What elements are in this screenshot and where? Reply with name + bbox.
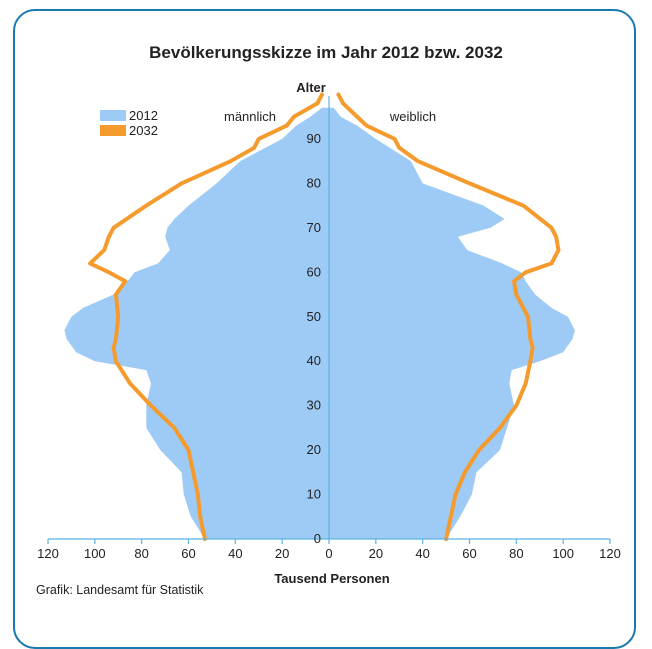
y-tick-label: 30: [307, 398, 321, 413]
y-tick-label: 80: [307, 175, 321, 190]
x-tick-label: 20: [275, 546, 289, 561]
population-pyramid-chart: Bevölkerungsskizze im Jahr 2012 bzw. 203…: [36, 43, 621, 597]
female-label: weiblich: [389, 109, 436, 124]
y-tick-label: 90: [307, 131, 321, 146]
y-tick-label: 50: [307, 309, 321, 324]
y-tick-label: 0: [314, 531, 321, 546]
y-axis-label: Alter: [296, 80, 326, 95]
series-2032-female-line: [336, 92, 561, 541]
x-axis-label: Tausend Personen: [274, 571, 389, 586]
x-tick-label: 40: [228, 546, 242, 561]
y-tick-label: 20: [307, 442, 321, 457]
x-tick-label: 0: [325, 546, 332, 561]
x-tick-label: 100: [84, 546, 106, 561]
x-tick-label: 80: [509, 546, 523, 561]
x-tick-label: 120: [599, 546, 621, 561]
chart-title: Bevölkerungsskizze im Jahr 2012 bzw. 203…: [149, 43, 503, 62]
male-label: männlich: [224, 109, 276, 124]
y-tick-label: 40: [307, 353, 321, 368]
series-2012-area: [64, 107, 575, 540]
y-tick-label: 70: [307, 220, 321, 235]
x-tick-label: 100: [552, 546, 574, 561]
x-tick-label: 80: [134, 546, 148, 561]
y-tick-label: 60: [307, 264, 321, 279]
x-tick-label: 40: [415, 546, 429, 561]
x-tick-label: 20: [369, 546, 383, 561]
legend-swatch-2032: [100, 125, 126, 136]
legend: 2012 2032: [100, 108, 158, 138]
legend-label-2012: 2012: [129, 108, 158, 123]
x-tick-label: 60: [181, 546, 195, 561]
series-2032-male-line: [88, 92, 324, 541]
legend-label-2032: 2032: [129, 123, 158, 138]
x-tick-label: 120: [37, 546, 59, 561]
source-note: Grafik: Landesamt für Statistik: [36, 583, 204, 597]
legend-swatch-2012: [100, 110, 126, 121]
y-tick-label: 10: [307, 487, 321, 502]
x-tick-label: 60: [462, 546, 476, 561]
